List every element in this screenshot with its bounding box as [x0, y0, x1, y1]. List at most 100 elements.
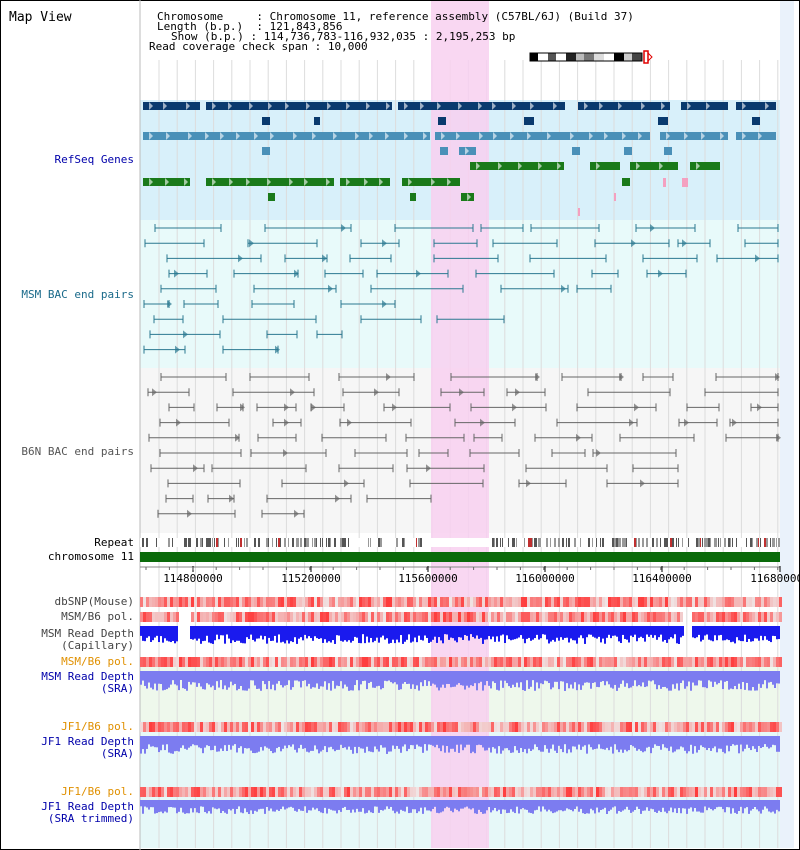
repeat-element: [554, 538, 556, 547]
polymorphism-cell: [191, 787, 194, 797]
polymorphism-cell: [473, 597, 476, 607]
polymorphism-cell: [674, 657, 677, 667]
polymorphism-cell: [362, 597, 365, 607]
depth-bar: [254, 626, 256, 642]
repeat-element: [698, 538, 700, 547]
polymorphism-cell: [437, 597, 440, 607]
depth-bar: [198, 736, 200, 748]
depth-bar: [242, 736, 244, 754]
repeat-track-label[interactable]: Repeat: [94, 536, 134, 549]
depth-bar: [566, 626, 568, 638]
msm-bac-track-label[interactable]: MSM BAC end pairs: [21, 288, 134, 301]
depth-bar: [280, 736, 282, 752]
depth-bar: [398, 736, 400, 749]
length-info: Length (b.p.) : 121,843,856: [157, 20, 343, 33]
depth-bar: [482, 626, 484, 644]
msm-depth-sra-label[interactable]: MSM Read Depth: [41, 670, 134, 683]
polymorphism-cell: [551, 787, 554, 797]
polymorphism-cell: [377, 597, 380, 607]
depth-bar: [518, 626, 520, 638]
polymorphism-cell: [551, 612, 554, 622]
polymorphism-cell: [362, 612, 365, 622]
repeat-element: [296, 538, 298, 547]
polymorphism-cell: [371, 612, 374, 622]
depth-bar: [410, 800, 412, 813]
polymorphism-cell: [731, 657, 734, 667]
gene-feature: [752, 117, 760, 125]
gene-feature-pink: [663, 178, 666, 187]
polymorphism-cell: [359, 597, 362, 607]
repeat-element: [766, 538, 768, 547]
polymorphism-cell: [251, 657, 254, 667]
polymorphism-cell: [668, 787, 671, 797]
depth-bar: [770, 671, 772, 682]
depth-bar: [470, 626, 472, 635]
depth-bar: [296, 671, 298, 681]
polymorphism-cell: [737, 657, 740, 667]
jf1-trimmed-depth-label[interactable]: JF1 Read Depth: [41, 800, 134, 813]
depth-bar: [322, 736, 324, 750]
depth-bar: [386, 671, 388, 682]
depth-bar: [634, 671, 636, 681]
jf1-b6-pol-label[interactable]: JF1/B6 pol.: [61, 720, 134, 733]
depth-bar: [620, 671, 622, 684]
depth-bar: [690, 800, 692, 808]
polymorphism-cell: [278, 787, 281, 797]
polymorphism-cell: [479, 612, 482, 622]
msm-b6-pol-label[interactable]: MSM/B6 pol.: [61, 610, 134, 623]
depth-bar: [510, 800, 512, 810]
refseq-track-label[interactable]: RefSeq Genes: [54, 153, 134, 166]
polymorphism-cell: [266, 787, 269, 797]
depth-bar: [146, 626, 148, 638]
repeat-element: [532, 538, 533, 547]
polymorphism-cell: [143, 787, 146, 797]
polymorphism-cell: [470, 722, 473, 732]
depth-bar: [240, 626, 242, 643]
depth-bar: [394, 800, 396, 814]
polymorphism-cell: [200, 722, 203, 732]
msm-b6-pol-sra-label[interactable]: MSM/B6 pol.: [61, 655, 134, 668]
b6n-bac-track-label[interactable]: B6N BAC end pairs: [21, 445, 134, 458]
polymorphism-cell: [692, 597, 695, 607]
jf1-b6-pol-trim-label[interactable]: JF1/B6 pol.: [61, 785, 134, 798]
depth-bar: [766, 626, 768, 640]
polymorphism-cell: [185, 722, 188, 732]
gene-strand-arrow: [420, 102, 424, 110]
depth-bar: [268, 736, 270, 749]
depth-bar: [724, 736, 726, 754]
polymorphism-cell: [479, 722, 482, 732]
depth-bar: [158, 626, 160, 643]
depth-bar: [622, 626, 624, 635]
depth-bar: [584, 736, 586, 746]
depth-bar: [720, 671, 722, 681]
msm-depth-capillary-label[interactable]: MSM Read Depth: [41, 627, 134, 640]
gene-strand-arrow: [369, 132, 373, 140]
polymorphism-cell: [155, 787, 158, 797]
depth-bar: [286, 736, 288, 749]
polymorphism-cell: [392, 722, 395, 732]
polymorphism-cell: [536, 612, 539, 622]
depth-bar: [166, 626, 168, 641]
depth-bar: [346, 626, 348, 642]
polymorphism-cell: [578, 722, 581, 732]
depth-bar: [778, 736, 780, 752]
polymorphism-cell: [410, 722, 413, 732]
depth-bar: [472, 671, 474, 687]
depth-bar: [478, 626, 480, 639]
repeat-element: [714, 538, 716, 547]
dbsnp-track-label[interactable]: dbSNP(Mouse): [54, 595, 134, 608]
jf1-depth-label[interactable]: JF1 Read Depth: [41, 735, 134, 748]
gene-feature: [470, 162, 564, 170]
depth-bar: [554, 736, 556, 751]
depth-bar: [366, 626, 368, 637]
depth-bar: [676, 800, 678, 814]
gene-strand-arrow: [742, 132, 746, 140]
polymorphism-cell: [140, 597, 143, 607]
axis-tick-label: 116000000: [515, 572, 575, 585]
polymorphism-cell: [194, 597, 197, 607]
polymorphism-cell: [659, 722, 662, 732]
gene-feature: [143, 102, 200, 110]
depth-bar: [302, 800, 304, 811]
depth-bar: [596, 671, 598, 687]
